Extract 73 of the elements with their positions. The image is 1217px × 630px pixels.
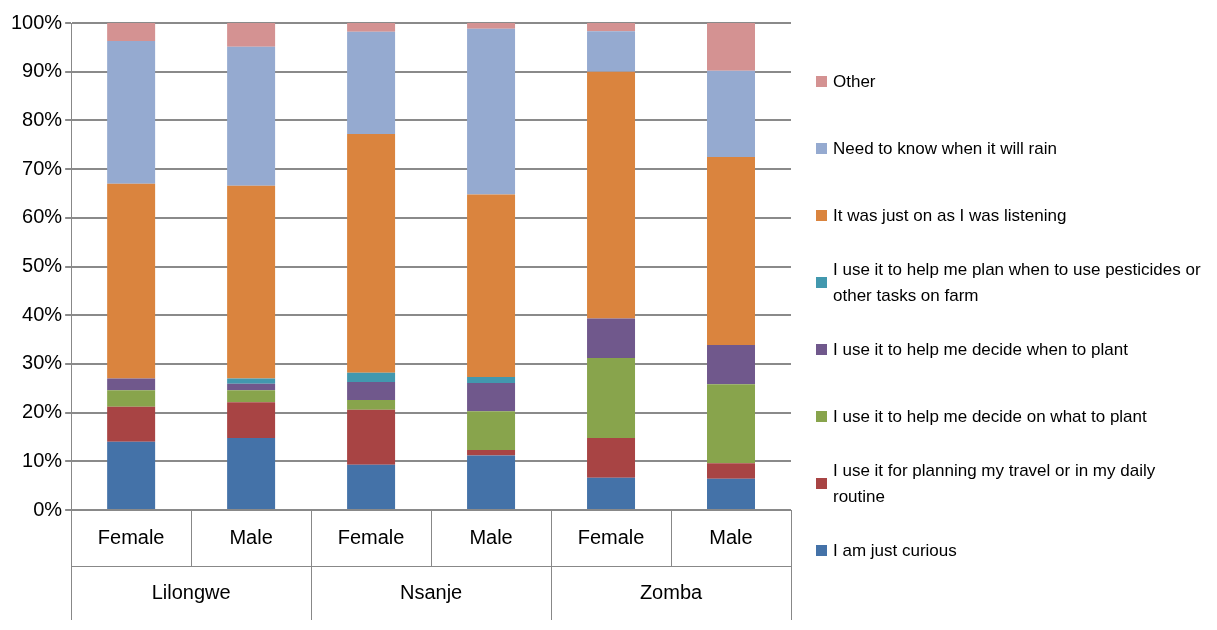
- legend-label: Need to know when it will rain: [833, 137, 1057, 160]
- bar: [347, 23, 396, 32]
- y-tick-label: 10%: [22, 448, 63, 471]
- y-tick-label: 30%: [22, 351, 63, 374]
- x-tick-label: Female: [97, 525, 165, 548]
- y-tick-label: 80%: [22, 107, 63, 130]
- bar: [707, 463, 756, 479]
- bar: [227, 46, 276, 186]
- bar: [107, 183, 156, 379]
- y-tick-label: 60%: [22, 205, 63, 228]
- bar: [227, 185, 276, 379]
- bar: [347, 134, 396, 373]
- bar: [707, 23, 756, 71]
- bar: [707, 384, 756, 464]
- bar: [707, 70, 756, 157]
- y-tick-label: 70%: [22, 156, 63, 179]
- bar: [227, 437, 276, 509]
- y-tick-label: 40%: [22, 302, 63, 325]
- bar: [707, 478, 756, 509]
- text: Zomba: [639, 580, 704, 603]
- bar: [347, 372, 396, 382]
- bar: [467, 455, 516, 509]
- bar: [227, 383, 276, 391]
- legend-label: I use it for planning my travel or in my daily routine: [833, 459, 1157, 508]
- bar: [227, 402, 276, 438]
- bar: [347, 381, 396, 400]
- y-tick-label: 20%: [22, 400, 63, 423]
- bar: [587, 318, 636, 359]
- bar: [227, 378, 276, 384]
- bar: [467, 411, 516, 451]
- legend-label: I use it to help me decide on what to plant: [833, 405, 1147, 428]
- bar: [467, 28, 516, 195]
- bar: [107, 441, 156, 509]
- y-tick-label: 50%: [22, 254, 63, 277]
- bar: [587, 71, 636, 319]
- x-tick-label: Male: [229, 525, 273, 548]
- bar: [107, 41, 156, 184]
- bar: [467, 450, 516, 456]
- bar: [587, 358, 636, 438]
- text: Lilongwe: [151, 580, 231, 603]
- bar: [347, 409, 396, 465]
- bar: [587, 23, 636, 32]
- bar: [467, 23, 516, 29]
- bar: [107, 406, 156, 442]
- legend-label: Other: [833, 70, 876, 93]
- x-tick-label: Male: [469, 525, 513, 548]
- bar: [587, 477, 636, 509]
- bar: [587, 31, 636, 72]
- y-tick-label: 0%: [33, 497, 63, 520]
- bar: [467, 194, 516, 378]
- bar: [107, 23, 156, 42]
- legend-label: I use it to help me decide when to plant: [833, 338, 1128, 361]
- bar: [707, 344, 756, 385]
- bar: [107, 378, 156, 391]
- bar: [467, 382, 516, 412]
- bar: [467, 377, 516, 383]
- text: Nsanje: [399, 580, 463, 603]
- legend-label: I am just curious: [833, 539, 957, 562]
- y-tick-label: 100%: [11, 10, 63, 33]
- bar: [227, 23, 276, 47]
- bar: [587, 437, 636, 478]
- legend-label: I use it to help me plan when to use pesticides or other tasks on farm: [833, 258, 1202, 307]
- x-tick-label: Male: [709, 525, 753, 548]
- bar: [347, 464, 396, 509]
- y-tick-label: 90%: [22, 59, 63, 82]
- x-tick-label: Female: [337, 525, 405, 548]
- legend-label: It was just on as I was listening: [833, 204, 1067, 227]
- bar: [347, 399, 396, 410]
- bar: [707, 156, 756, 345]
- bar: [347, 31, 396, 135]
- bar: [227, 390, 276, 403]
- bar: [107, 390, 156, 407]
- x-tick-label: Female: [577, 525, 645, 548]
